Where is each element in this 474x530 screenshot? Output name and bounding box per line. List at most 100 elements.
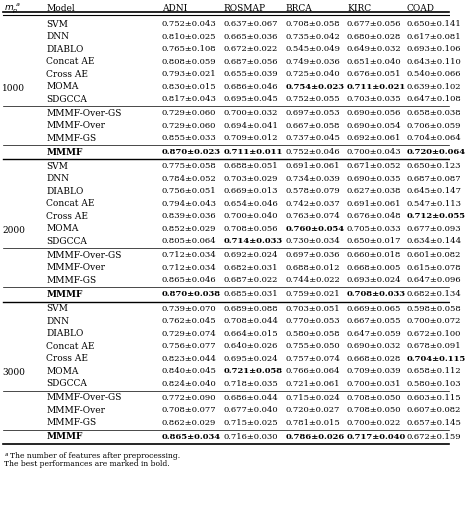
Text: 0.708±0.050: 0.708±0.050: [347, 406, 401, 414]
Text: Concat AE: Concat AE: [46, 57, 95, 66]
Text: 0.734±0.039: 0.734±0.039: [285, 175, 340, 183]
Text: 0.697±0.036: 0.697±0.036: [285, 251, 340, 259]
Text: 0.715±0.024: 0.715±0.024: [285, 394, 340, 402]
Text: 0.708±0.056: 0.708±0.056: [224, 225, 278, 233]
Text: 0.657±0.145: 0.657±0.145: [407, 419, 462, 427]
Text: 0.824±0.040: 0.824±0.040: [162, 379, 217, 387]
Text: 0.752±0.046: 0.752±0.046: [285, 148, 340, 156]
Text: 0.651±0.040: 0.651±0.040: [347, 58, 401, 66]
Text: 0.686±0.044: 0.686±0.044: [224, 394, 278, 402]
Text: 0.668±0.005: 0.668±0.005: [347, 264, 401, 272]
Text: 0.658±0.112: 0.658±0.112: [407, 367, 461, 375]
Text: DNN: DNN: [46, 174, 69, 183]
Text: 0.598±0.058: 0.598±0.058: [407, 305, 462, 313]
Text: 0.781±0.015: 0.781±0.015: [285, 419, 340, 427]
Text: 0.704±0.115: 0.704±0.115: [407, 355, 466, 363]
Text: MMMF: MMMF: [46, 290, 82, 299]
Text: 0.692±0.061: 0.692±0.061: [347, 134, 401, 142]
Text: 0.708±0.033: 0.708±0.033: [347, 290, 406, 298]
Text: MMMF-Over-GS: MMMF-Over-GS: [46, 251, 121, 260]
Text: MMMF-GS: MMMF-GS: [46, 418, 96, 427]
Text: 0.700±0.072: 0.700±0.072: [407, 317, 461, 325]
Text: 0.603±0.115: 0.603±0.115: [407, 394, 461, 402]
Text: DIABLO: DIABLO: [46, 329, 83, 338]
Text: 0.708±0.058: 0.708±0.058: [285, 20, 340, 28]
Text: 0.580±0.103: 0.580±0.103: [407, 379, 461, 387]
Text: 0.688±0.012: 0.688±0.012: [285, 264, 340, 272]
Text: SVM: SVM: [46, 20, 68, 29]
Text: 0.716±0.030: 0.716±0.030: [224, 432, 278, 440]
Text: 0.717±0.040: 0.717±0.040: [347, 432, 406, 440]
Text: 0.794±0.043: 0.794±0.043: [162, 200, 217, 208]
Text: 0.720±0.027: 0.720±0.027: [285, 406, 340, 414]
Text: 0.654±0.046: 0.654±0.046: [224, 200, 278, 208]
Text: 1000: 1000: [2, 84, 26, 93]
Text: 0.757±0.074: 0.757±0.074: [285, 355, 340, 363]
Text: MMMF-Over-GS: MMMF-Over-GS: [46, 109, 121, 118]
Text: 0.545±0.049: 0.545±0.049: [285, 45, 340, 53]
Text: 0.580±0.058: 0.580±0.058: [285, 330, 340, 338]
Text: 0.617±0.081: 0.617±0.081: [407, 33, 461, 41]
Text: 0.685±0.031: 0.685±0.031: [224, 290, 278, 298]
Text: 0.720±0.064: 0.720±0.064: [407, 148, 466, 156]
Text: 0.640±0.026: 0.640±0.026: [224, 342, 278, 350]
Text: 0.739±0.070: 0.739±0.070: [162, 305, 217, 313]
Text: 0.784±0.052: 0.784±0.052: [162, 175, 217, 183]
Text: 2000: 2000: [2, 226, 26, 235]
Text: 0.691±0.061: 0.691±0.061: [347, 200, 401, 208]
Text: 0.705±0.033: 0.705±0.033: [347, 225, 401, 233]
Text: 0.718±0.035: 0.718±0.035: [224, 379, 278, 387]
Text: $m_p^{\ a}$: $m_p^{\ a}$: [4, 2, 21, 16]
Text: 0.752±0.043: 0.752±0.043: [162, 20, 217, 28]
Text: 0.704±0.064: 0.704±0.064: [407, 134, 462, 142]
Text: Model: Model: [46, 4, 75, 13]
Text: 0.775±0.058: 0.775±0.058: [162, 163, 217, 171]
Text: 0.682±0.031: 0.682±0.031: [224, 264, 278, 272]
Text: 0.607±0.082: 0.607±0.082: [407, 406, 461, 414]
Text: 0.643±0.110: 0.643±0.110: [407, 58, 462, 66]
Text: 0.658±0.038: 0.658±0.038: [407, 109, 461, 117]
Text: 0.862±0.029: 0.862±0.029: [162, 419, 216, 427]
Text: 0.647±0.108: 0.647±0.108: [407, 95, 462, 103]
Text: 0.752±0.055: 0.752±0.055: [285, 95, 340, 103]
Text: 0.703±0.051: 0.703±0.051: [285, 305, 340, 313]
Text: 0.687±0.087: 0.687±0.087: [407, 175, 461, 183]
Text: 0.711±0.021: 0.711±0.021: [347, 83, 406, 91]
Text: 0.690±0.054: 0.690±0.054: [347, 121, 401, 129]
Text: 0.639±0.102: 0.639±0.102: [407, 83, 461, 91]
Text: 0.540±0.066: 0.540±0.066: [407, 70, 461, 78]
Text: 0.755±0.050: 0.755±0.050: [285, 342, 340, 350]
Text: 0.650±0.141: 0.650±0.141: [407, 20, 462, 28]
Text: 0.808±0.059: 0.808±0.059: [162, 58, 217, 66]
Text: 0.721±0.061: 0.721±0.061: [285, 379, 340, 387]
Text: MMMF: MMMF: [46, 432, 82, 441]
Text: 0.655±0.039: 0.655±0.039: [224, 70, 278, 78]
Text: 0.700±0.032: 0.700±0.032: [224, 109, 278, 117]
Text: 0.770±0.053: 0.770±0.053: [285, 317, 340, 325]
Text: MOMA: MOMA: [46, 82, 79, 91]
Text: SDGCCA: SDGCCA: [46, 94, 87, 103]
Text: ROSMAP: ROSMAP: [224, 4, 266, 13]
Text: SDGCCA: SDGCCA: [46, 237, 87, 246]
Text: 0.649±0.032: 0.649±0.032: [347, 45, 401, 53]
Text: 0.668±0.028: 0.668±0.028: [347, 355, 401, 363]
Text: 0.677±0.056: 0.677±0.056: [347, 20, 401, 28]
Text: 0.865±0.046: 0.865±0.046: [162, 276, 217, 284]
Text: 0.712±0.034: 0.712±0.034: [162, 251, 217, 259]
Text: 0.735±0.042: 0.735±0.042: [285, 33, 340, 41]
Text: 0.693±0.106: 0.693±0.106: [407, 45, 461, 53]
Text: 0.601±0.082: 0.601±0.082: [407, 251, 461, 259]
Text: 0.725±0.040: 0.725±0.040: [285, 70, 340, 78]
Text: 0.756±0.077: 0.756±0.077: [162, 342, 217, 350]
Text: DIABLO: DIABLO: [46, 187, 83, 196]
Text: 0.669±0.013: 0.669±0.013: [224, 188, 278, 196]
Text: 0.840±0.045: 0.840±0.045: [162, 367, 217, 375]
Text: Cross AE: Cross AE: [46, 212, 88, 221]
Text: 0.695±0.024: 0.695±0.024: [224, 355, 278, 363]
Text: 0.689±0.088: 0.689±0.088: [224, 305, 278, 313]
Text: 0.729±0.060: 0.729±0.060: [162, 121, 216, 129]
Text: 0.766±0.064: 0.766±0.064: [285, 367, 340, 375]
Text: DIABLO: DIABLO: [46, 45, 83, 54]
Text: 0.749±0.036: 0.749±0.036: [285, 58, 340, 66]
Text: SVM: SVM: [46, 304, 68, 313]
